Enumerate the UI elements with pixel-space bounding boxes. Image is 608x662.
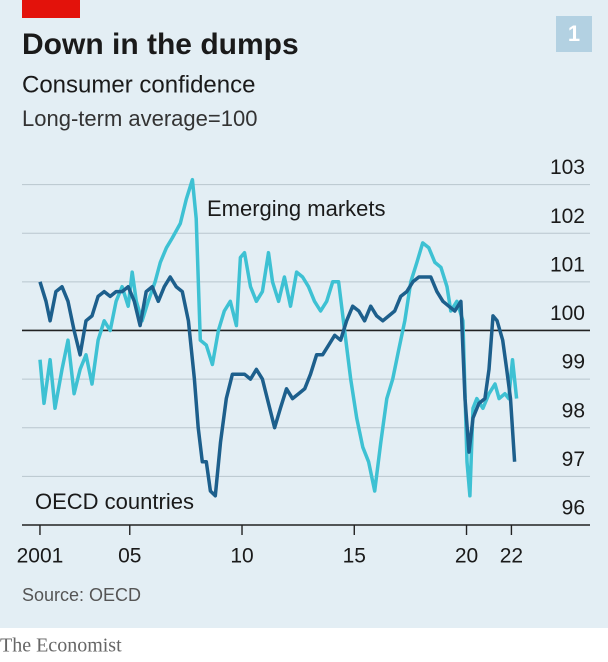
- badge: 1: [568, 21, 580, 46]
- chart-title: Down in the dumps: [22, 28, 299, 61]
- x-tick-label: 15: [343, 545, 366, 568]
- y-tick-label: 98: [562, 399, 585, 422]
- x-tick-label: 22: [500, 545, 523, 568]
- y-tick-label: 101: [550, 253, 585, 276]
- y-tick-label: 97: [562, 448, 585, 471]
- footer-strip: [0, 628, 608, 662]
- x-tick-label: 20: [455, 545, 478, 568]
- series-label: OECD countries: [35, 489, 194, 514]
- y-tick-label: 96: [562, 497, 585, 520]
- y-tick-label: 103: [550, 156, 585, 179]
- x-tick-label: 05: [118, 545, 141, 568]
- series-line: [38, 275, 517, 498]
- y-tick-label: 99: [562, 351, 585, 374]
- brand: The Economist: [0, 635, 122, 657]
- x-tick-label: 10: [230, 545, 253, 568]
- subtitle: Consumer confidence: [22, 71, 255, 98]
- background: [0, 0, 608, 628]
- note: Long-term average=100: [22, 106, 257, 131]
- x-tick-label: 2001: [17, 545, 64, 568]
- red-tag: [22, 0, 80, 18]
- badge-box: [556, 16, 592, 52]
- y-tick-label: 100: [550, 302, 585, 325]
- series-label: Emerging markets: [207, 196, 386, 221]
- source: Source: OECD: [22, 585, 141, 605]
- y-tick-label: 102: [550, 205, 585, 228]
